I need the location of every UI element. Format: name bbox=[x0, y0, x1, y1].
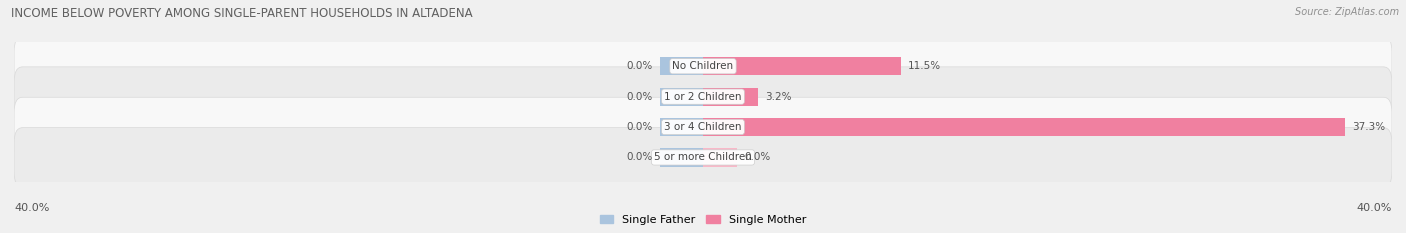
Legend: Single Father, Single Mother: Single Father, Single Mother bbox=[596, 210, 810, 229]
Text: 0.0%: 0.0% bbox=[627, 152, 652, 162]
Text: 37.3%: 37.3% bbox=[1353, 122, 1385, 132]
Text: 1 or 2 Children: 1 or 2 Children bbox=[664, 92, 742, 102]
Text: 11.5%: 11.5% bbox=[908, 61, 941, 71]
Text: No Children: No Children bbox=[672, 61, 734, 71]
Bar bbox=[14, 51, 1392, 82]
Bar bbox=[703, 118, 1346, 136]
Text: 0.0%: 0.0% bbox=[744, 152, 770, 162]
Text: 3.2%: 3.2% bbox=[765, 92, 792, 102]
Text: 40.0%: 40.0% bbox=[1357, 203, 1392, 213]
Bar bbox=[659, 88, 703, 106]
Bar bbox=[703, 57, 901, 75]
Bar bbox=[703, 88, 758, 106]
Text: 0.0%: 0.0% bbox=[627, 122, 652, 132]
Text: 5 or more Children: 5 or more Children bbox=[654, 152, 752, 162]
FancyBboxPatch shape bbox=[14, 128, 1392, 187]
FancyBboxPatch shape bbox=[14, 67, 1392, 127]
FancyBboxPatch shape bbox=[14, 37, 1392, 96]
FancyBboxPatch shape bbox=[14, 97, 1392, 157]
Bar bbox=[14, 142, 1392, 173]
Bar bbox=[14, 112, 1392, 142]
Bar bbox=[703, 148, 738, 167]
Text: 0.0%: 0.0% bbox=[627, 61, 652, 71]
Text: INCOME BELOW POVERTY AMONG SINGLE-PARENT HOUSEHOLDS IN ALTADENA: INCOME BELOW POVERTY AMONG SINGLE-PARENT… bbox=[11, 7, 472, 20]
Text: 40.0%: 40.0% bbox=[14, 203, 49, 213]
Text: Source: ZipAtlas.com: Source: ZipAtlas.com bbox=[1295, 7, 1399, 17]
Bar bbox=[659, 118, 703, 136]
Bar bbox=[659, 57, 703, 75]
Text: 3 or 4 Children: 3 or 4 Children bbox=[664, 122, 742, 132]
Bar bbox=[659, 148, 703, 167]
Bar bbox=[14, 82, 1392, 112]
Text: 0.0%: 0.0% bbox=[627, 92, 652, 102]
